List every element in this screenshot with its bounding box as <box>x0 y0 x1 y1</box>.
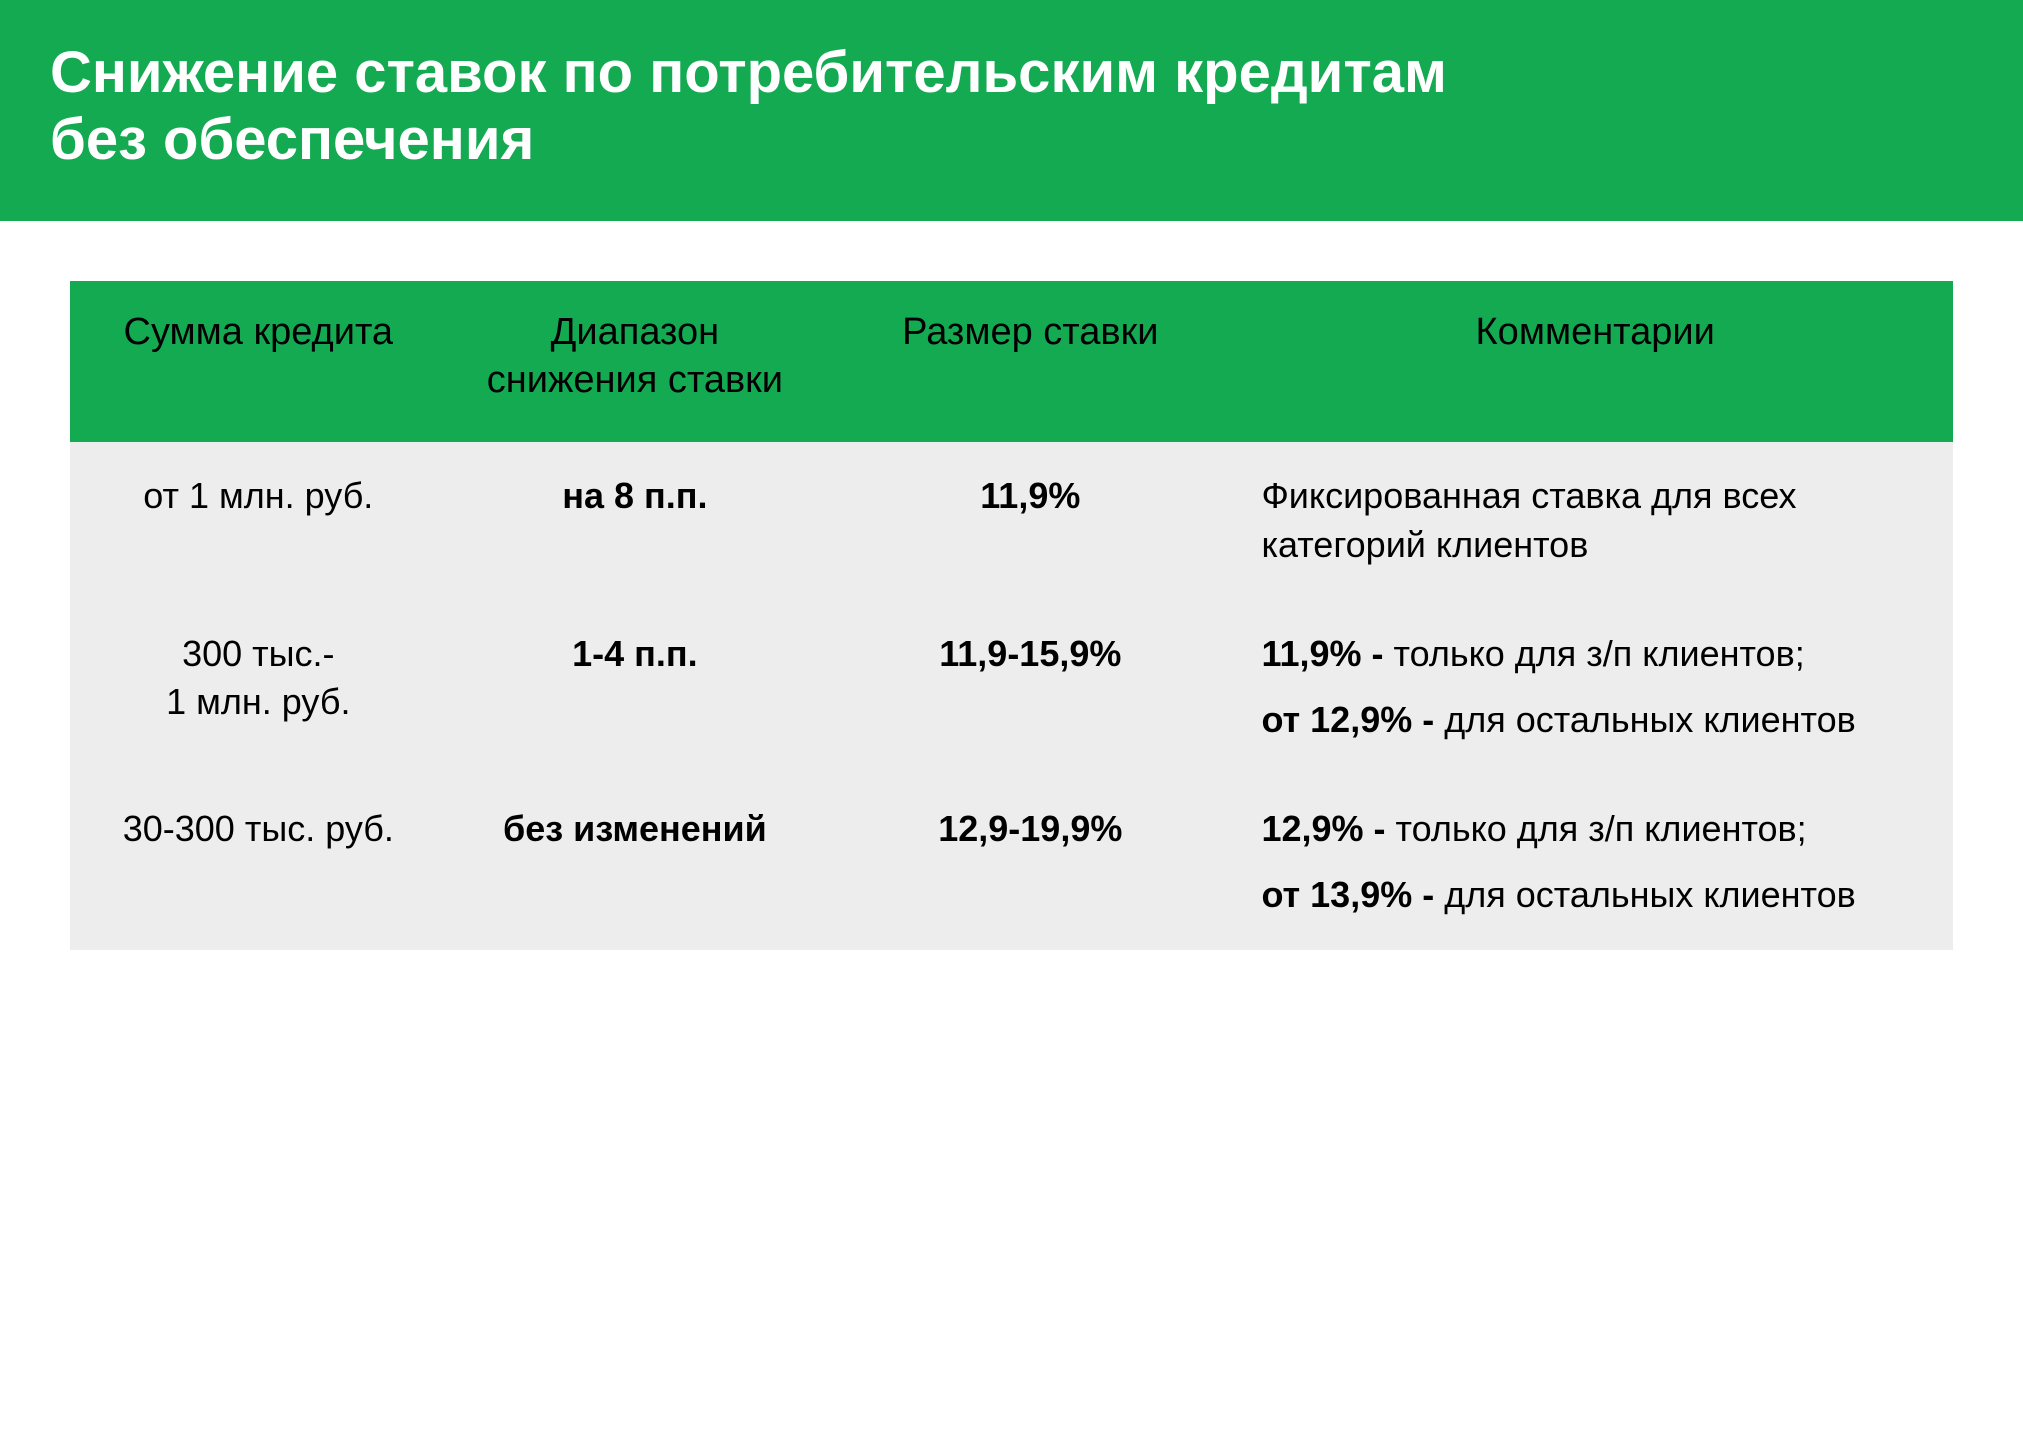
comment-bold: 12,9% - <box>1261 808 1395 849</box>
th-rate: Размер ставки <box>823 281 1237 442</box>
cell-amount: 30-300 тыс. руб. <box>70 775 447 950</box>
comment-bold: от 12,9% - <box>1261 699 1444 740</box>
table-header-row: Сумма кредита Диапазон снижения ставки Р… <box>70 281 1953 442</box>
cell-amount: 300 тыс.- 1 млн. руб. <box>70 600 447 775</box>
comment-rest: только для з/п клиентов; <box>1396 808 1807 849</box>
slide-content: Сумма кредита Диапазон снижения ставки Р… <box>0 221 2023 990</box>
title-line-2: без обеспечения <box>50 107 534 172</box>
cell-rate: 11,9-15,9% <box>823 600 1237 775</box>
comment-line: от 12,9% - для остальных клиентов <box>1261 696 1929 745</box>
th-range: Диапазон снижения ставки <box>447 281 824 442</box>
slide-header: Снижение ставок по потребительским креди… <box>0 0 2023 221</box>
slide-title: Снижение ставок по потребительским креди… <box>50 40 1973 173</box>
cell-range: на 8 п.п. <box>447 442 824 599</box>
cell-rate: 11,9% <box>823 442 1237 599</box>
cell-rate: 12,9-19,9% <box>823 775 1237 950</box>
amount-line1: 300 тыс.- <box>182 633 334 674</box>
comment-line: от 13,9% - для остальных клиентов <box>1261 871 1929 920</box>
table-row: 300 тыс.- 1 млн. руб. 1-4 п.п. 11,9-15,9… <box>70 600 1953 775</box>
comment-rest: только для з/п клиентов; <box>1394 633 1805 674</box>
amount-line2: 1 млн. руб. <box>166 681 350 722</box>
cell-comment: 12,9% - только для з/п клиентов; от 13,9… <box>1237 775 1953 950</box>
cell-range: 1-4 п.п. <box>447 600 824 775</box>
cell-comment: 11,9% - только для з/п клиентов; от 12,9… <box>1237 600 1953 775</box>
table-row: от 1 млн. руб. на 8 п.п. 11,9% Фиксирова… <box>70 442 1953 599</box>
cell-comment: Фиксированная ставка для всех категорий … <box>1237 442 1953 599</box>
th-comment: Комментарии <box>1237 281 1953 442</box>
comment-rest: для остальных клиентов <box>1444 699 1856 740</box>
th-amount: Сумма кредита <box>70 281 447 442</box>
comment-bold: 11,9% - <box>1261 633 1393 674</box>
comment-line: 11,9% - только для з/п клиентов; <box>1261 630 1929 679</box>
comment-text: Фиксированная ставка для всех категорий … <box>1261 475 1796 565</box>
comment-rest: для остальных клиентов <box>1444 874 1856 915</box>
rates-table: Сумма кредита Диапазон снижения ставки Р… <box>70 281 1953 950</box>
cell-range: без изменений <box>447 775 824 950</box>
comment-line: 12,9% - только для з/п клиентов; <box>1261 805 1929 854</box>
title-line-1: Снижение ставок по потребительским креди… <box>50 40 1447 105</box>
comment-bold: от 13,9% - <box>1261 874 1444 915</box>
table-row: 30-300 тыс. руб. без изменений 12,9-19,9… <box>70 775 1953 950</box>
cell-amount: от 1 млн. руб. <box>70 442 447 599</box>
